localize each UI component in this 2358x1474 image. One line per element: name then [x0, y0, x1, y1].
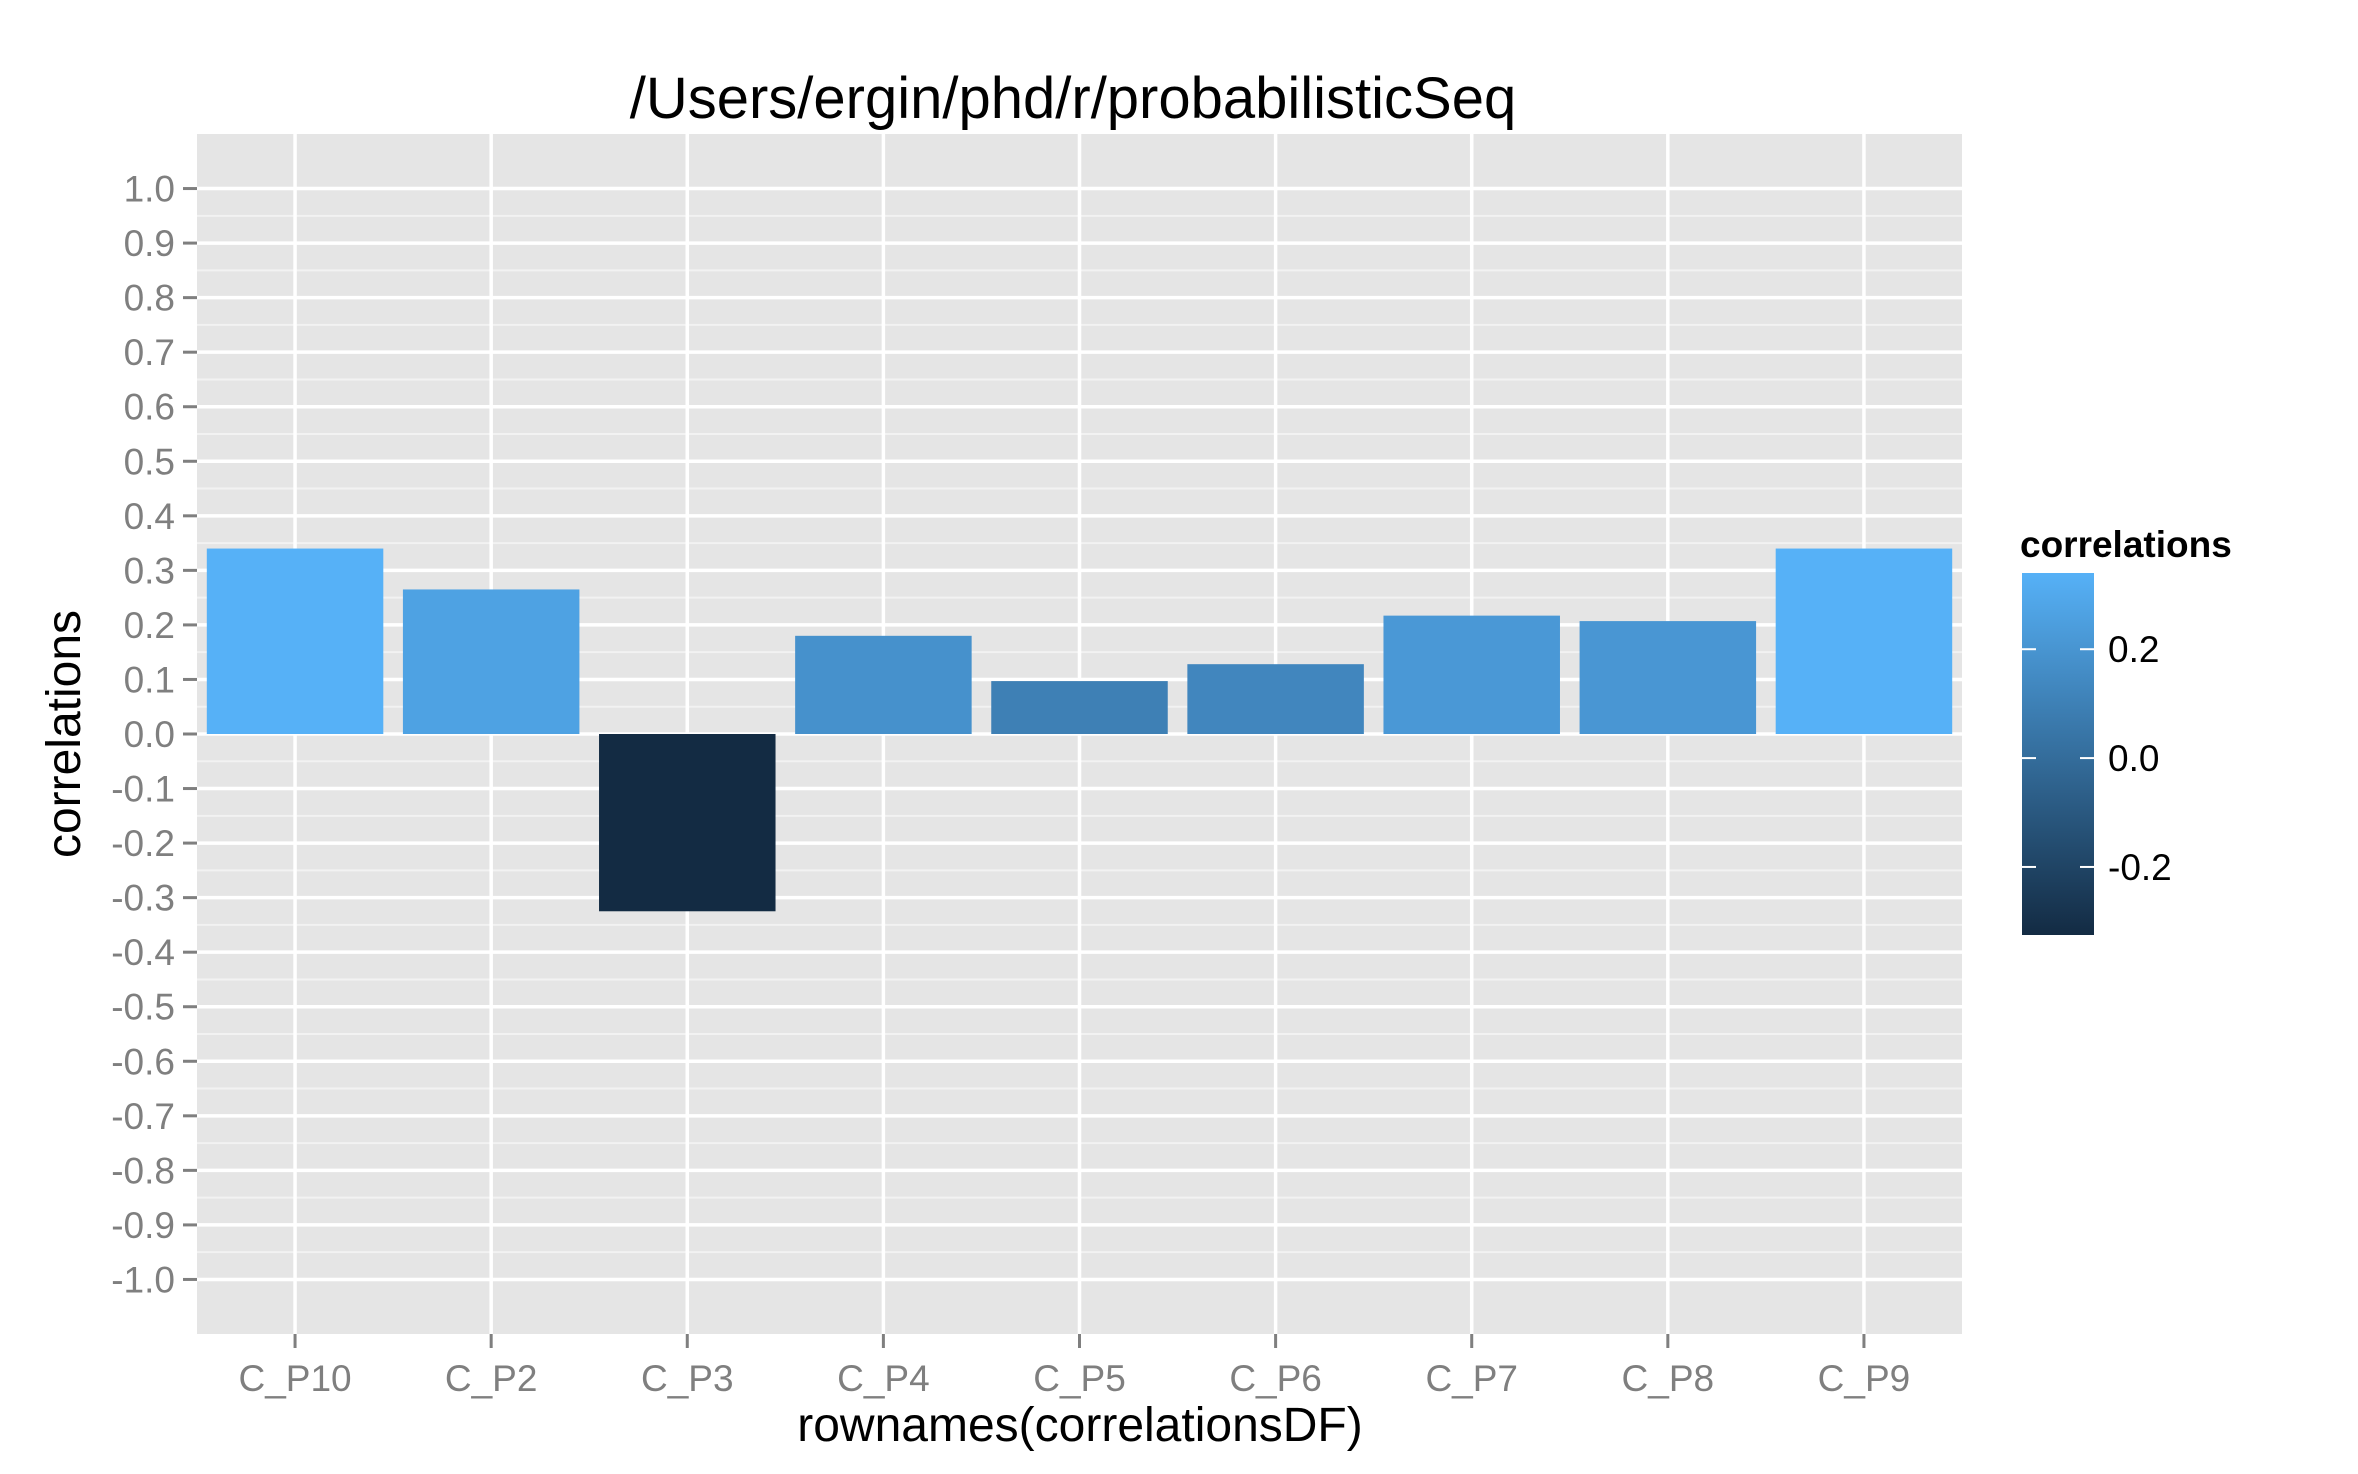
bar-C_P3 [599, 734, 776, 912]
y-tick-label: -0.3 [111, 878, 175, 919]
legend-ticks: 0.2 0.0 -0.2 [2022, 629, 2172, 888]
bar-C_P6 [1187, 664, 1364, 734]
bar-C_P8 [1579, 621, 1757, 734]
y-tick-label: 0.0 [124, 714, 175, 755]
legend-colorbar [2022, 573, 2094, 935]
bar-C_P10 [206, 548, 384, 734]
x-tick-label: C_P2 [445, 1358, 538, 1399]
x-tick-label: C_P5 [1033, 1358, 1126, 1399]
legend-tick-label: 0.0 [2108, 738, 2159, 779]
y-tick-label: 0.3 [124, 550, 175, 591]
x-tick-label: C_P7 [1425, 1358, 1518, 1399]
y-tick-label: -0.1 [111, 769, 175, 810]
y-tick-label: -1.0 [111, 1259, 175, 1300]
y-axis-title: correlations [38, 610, 91, 858]
y-tick-label: 0.6 [124, 387, 175, 428]
y-tick-label: 0.4 [124, 496, 175, 537]
legend-title: correlations [2020, 524, 2232, 565]
y-tick-label: 0.8 [124, 278, 175, 319]
y-tick-label: 1.0 [124, 169, 175, 210]
x-tick-label: C_P4 [837, 1358, 930, 1399]
bar-C_P7 [1383, 615, 1560, 734]
bar-C_P2 [402, 589, 580, 734]
x-tick-label: C_P9 [1818, 1358, 1911, 1399]
y-tick-label: -0.7 [111, 1096, 175, 1137]
chart-title: /Users/ergin/phd/r/probabilisticSeq [630, 66, 1517, 131]
color-legend: correlations 0.2 0.0 -0.2 [2020, 524, 2232, 935]
legend-tick-label: -0.2 [2108, 847, 2172, 888]
y-tick-label: -0.4 [111, 932, 175, 973]
y-tick-label: -0.8 [111, 1150, 175, 1191]
y-tick-label: -0.6 [111, 1041, 175, 1082]
x-axis: C_P10 C_P2 C_P3 C_P4 C_P5 C_P6 C_P7 C_P8 C_P9 [238, 1334, 1910, 1399]
y-tick-label: 0.2 [124, 605, 175, 646]
bar-C_P9 [1775, 548, 1953, 734]
y-tick-label: -0.9 [111, 1205, 175, 1246]
y-tick-label: 0.1 [124, 659, 175, 700]
x-tick-label: C_P3 [641, 1358, 734, 1399]
y-tick-label: 0.7 [124, 332, 175, 373]
bars [206, 548, 1953, 912]
y-tick-label: 0.9 [124, 223, 175, 264]
y-tick-label: -0.5 [111, 987, 175, 1028]
y-tick-label: -0.2 [111, 823, 175, 864]
bar-C_P4 [795, 635, 972, 734]
x-axis-title: rownames(correlationsDF) [797, 1399, 1362, 1452]
legend-tick-label: 0.2 [2108, 629, 2159, 670]
y-axis: 1.0 0.9 0.8 0.7 0.6 0.5 0.4 0.3 0.2 0.1 0.0 -0.1 -0.… [111, 169, 197, 1300]
x-tick-label: C_P6 [1229, 1358, 1322, 1399]
y-tick-label: 0.5 [124, 441, 175, 482]
x-tick-label: C_P10 [238, 1358, 351, 1399]
bar-C_P5 [991, 681, 1168, 734]
x-tick-label: C_P8 [1622, 1358, 1715, 1399]
